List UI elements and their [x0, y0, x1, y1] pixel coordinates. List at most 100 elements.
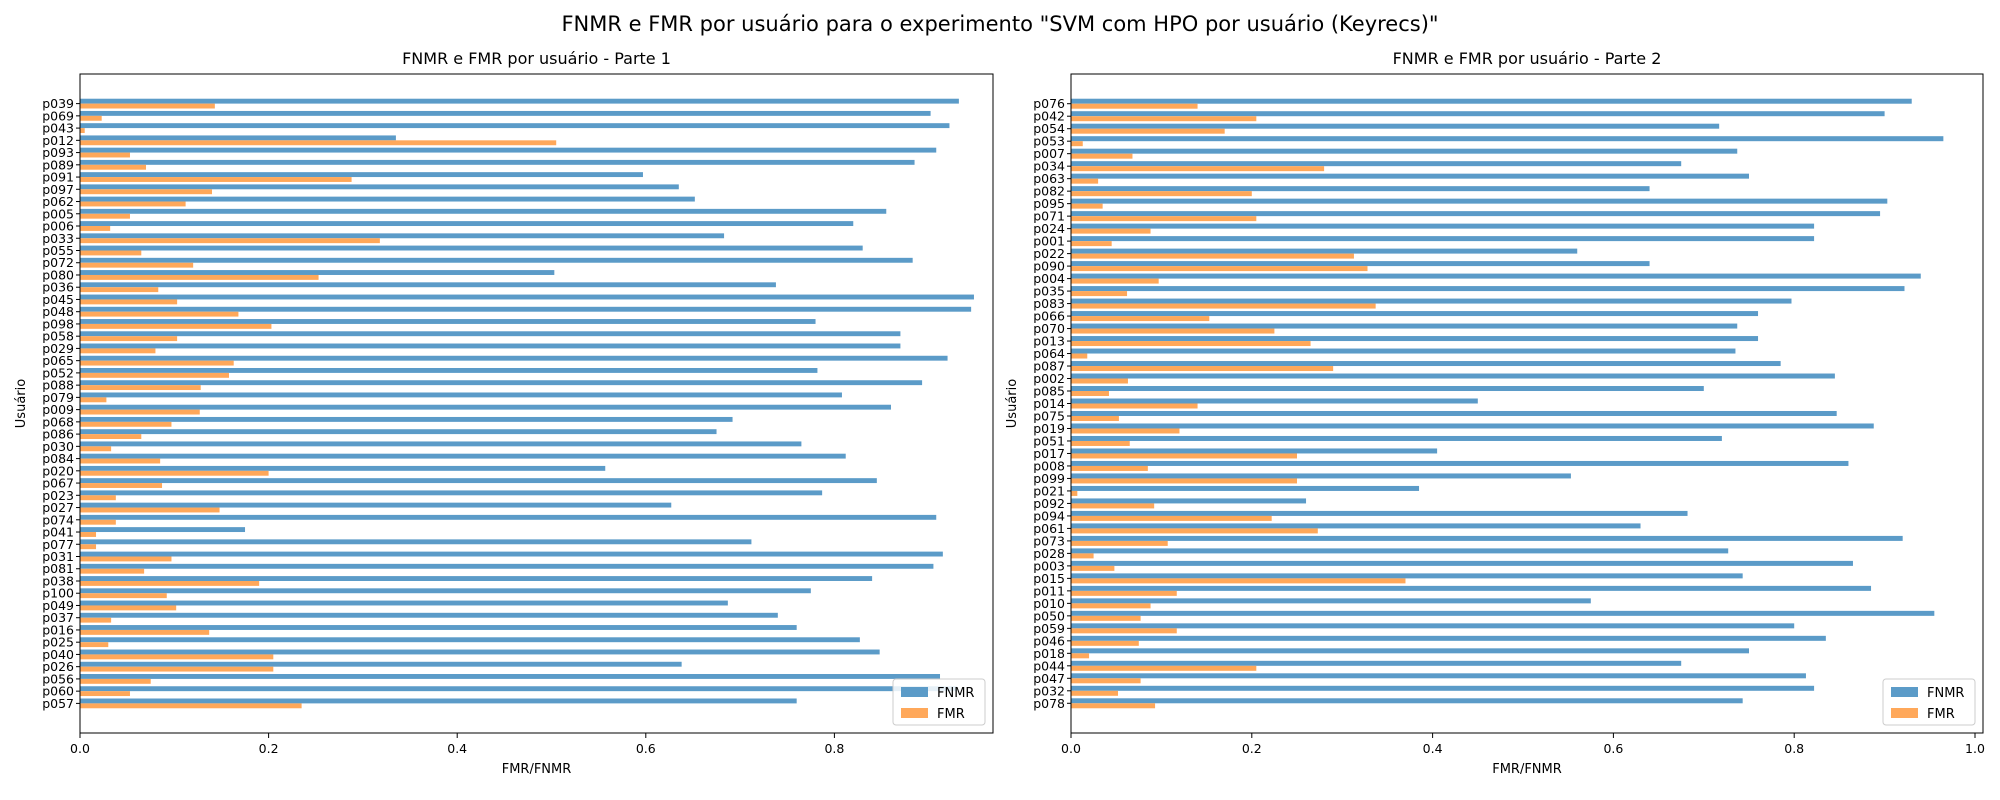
bar-fnmr-p027	[80, 503, 671, 508]
bar-fmr-p036	[80, 287, 158, 292]
bar-fnmr-p002	[1071, 374, 1835, 379]
bar-fnmr-p051	[1071, 436, 1722, 441]
bar-fmr-p018	[1071, 653, 1089, 658]
bar-fnmr-p079	[80, 392, 842, 397]
bar-fmr-p060	[80, 691, 130, 696]
bar-fmr-p033	[80, 238, 380, 243]
x-tick-label: 0.6	[1603, 741, 1623, 756]
bar-fmr-p084	[80, 459, 160, 464]
bar-fnmr-p068	[80, 417, 733, 422]
bar-fmr-p027	[80, 508, 220, 513]
bar-fnmr-p094	[1071, 511, 1688, 516]
legend-swatch-fmr	[1891, 708, 1918, 718]
bar-fmr-p021	[1071, 491, 1077, 496]
bar-fmr-p002	[1071, 379, 1128, 384]
panel-title: FNMR e FMR por usuário - Parte 2	[1393, 49, 1662, 68]
bar-fmr-p049	[80, 605, 176, 610]
y-tick-label-p078: p078	[1033, 696, 1065, 711]
legend-swatch-fmr	[901, 708, 928, 718]
bar-fnmr-p010	[1071, 598, 1591, 603]
bar-fnmr-p063	[1071, 174, 1749, 179]
bar-fmr-p028	[1071, 553, 1094, 558]
bar-fmr-p016	[80, 630, 209, 635]
bar-fmr-p078	[1071, 703, 1155, 708]
bar-fnmr-p064	[1071, 349, 1735, 354]
bar-fmr-p031	[80, 557, 171, 562]
y-axis-label: Usuário	[14, 379, 29, 428]
bar-fnmr-p013	[1071, 336, 1758, 341]
bar-fmr-p064	[1071, 354, 1087, 359]
bar-fmr-p037	[80, 618, 111, 623]
bar-fmr-p015	[1071, 578, 1405, 583]
bar-fnmr-p100	[80, 588, 811, 593]
bar-fnmr-p086	[80, 429, 717, 434]
bar-fmr-p052	[80, 373, 229, 378]
bar-fnmr-p074	[80, 515, 936, 520]
bar-fnmr-p043	[80, 123, 949, 128]
bar-fnmr-p091	[80, 172, 643, 177]
bar-fmr-p063	[1071, 179, 1098, 184]
bar-fnmr-p025	[80, 637, 860, 642]
bar-fmr-p083	[1071, 304, 1376, 309]
bar-fnmr-p031	[80, 552, 943, 557]
bar-fmr-p069	[80, 116, 102, 121]
bar-fmr-p047	[1071, 678, 1141, 683]
bar-fnmr-p004	[1071, 274, 1921, 279]
bar-fmr-p010	[1071, 603, 1151, 608]
bar-fmr-p044	[1071, 666, 1256, 671]
bar-fnmr-p039	[80, 99, 959, 104]
bar-fmr-p097	[80, 189, 212, 194]
x-tick-label: 0.4	[1423, 741, 1443, 756]
bar-fnmr-p054	[1071, 124, 1719, 129]
bar-fnmr-p014	[1071, 399, 1478, 404]
bar-fnmr-p077	[80, 539, 751, 544]
bar-fmr-p048	[80, 312, 238, 317]
bar-fmr-p070	[1071, 329, 1274, 334]
bar-fnmr-p028	[1071, 548, 1728, 553]
bar-fnmr-p062	[80, 197, 695, 202]
y-axis-label: Usuário	[1005, 379, 1020, 428]
bar-fmr-p009	[80, 410, 200, 415]
bar-fnmr-p007	[1071, 149, 1737, 154]
bar-fmr-p039	[80, 104, 215, 109]
bar-fmr-p088	[80, 385, 201, 390]
bar-fnmr-p059	[1071, 623, 1794, 628]
bar-fmr-p095	[1071, 204, 1103, 209]
x-tick-label: 0.0	[1061, 741, 1081, 756]
bar-fmr-p075	[1071, 416, 1119, 421]
bar-fmr-p061	[1071, 528, 1318, 533]
bar-fmr-p076	[1071, 104, 1198, 109]
bar-fmr-p091	[80, 177, 352, 182]
bar-fnmr-p082	[1071, 186, 1650, 191]
bar-fnmr-p092	[1071, 498, 1306, 503]
bar-fnmr-p044	[1071, 661, 1681, 666]
bar-fmr-p043	[80, 128, 85, 133]
bar-fnmr-p097	[80, 184, 679, 189]
bar-fnmr-p026	[80, 662, 682, 667]
legend-swatch-fnmr	[901, 687, 928, 697]
bar-fmr-p089	[80, 165, 146, 170]
bar-fnmr-p001	[1071, 236, 1814, 241]
legend: FNMR FMR	[1883, 679, 1975, 725]
bar-fmr-p022	[1071, 254, 1354, 259]
bar-fnmr-p024	[1071, 224, 1814, 229]
legend-swatch-fnmr	[1891, 687, 1918, 697]
bar-fnmr-p065	[80, 356, 948, 361]
bar-fmr-p038	[80, 581, 259, 586]
bar-fnmr-p073	[1071, 536, 1903, 541]
bar-fnmr-p033	[80, 233, 724, 238]
bar-fmr-p051	[1071, 441, 1130, 446]
chart-panel-1: FNMR e FMR por usuário - Parte 1 p039p069…	[14, 49, 993, 777]
bar-fnmr-p040	[80, 650, 880, 655]
bar-fnmr-p067	[80, 478, 877, 483]
bar-fnmr-p036	[80, 282, 776, 287]
bar-fnmr-p055	[80, 246, 863, 251]
bar-fmr-p040	[80, 654, 273, 659]
bar-fnmr-p090	[1071, 261, 1650, 266]
bar-fnmr-p038	[80, 576, 872, 581]
bar-fmr-p025	[80, 642, 108, 647]
bar-fnmr-p011	[1071, 586, 1871, 591]
bar-fmr-p057	[80, 703, 302, 708]
bar-fnmr-p080	[80, 270, 554, 275]
bar-fnmr-p047	[1071, 673, 1806, 678]
